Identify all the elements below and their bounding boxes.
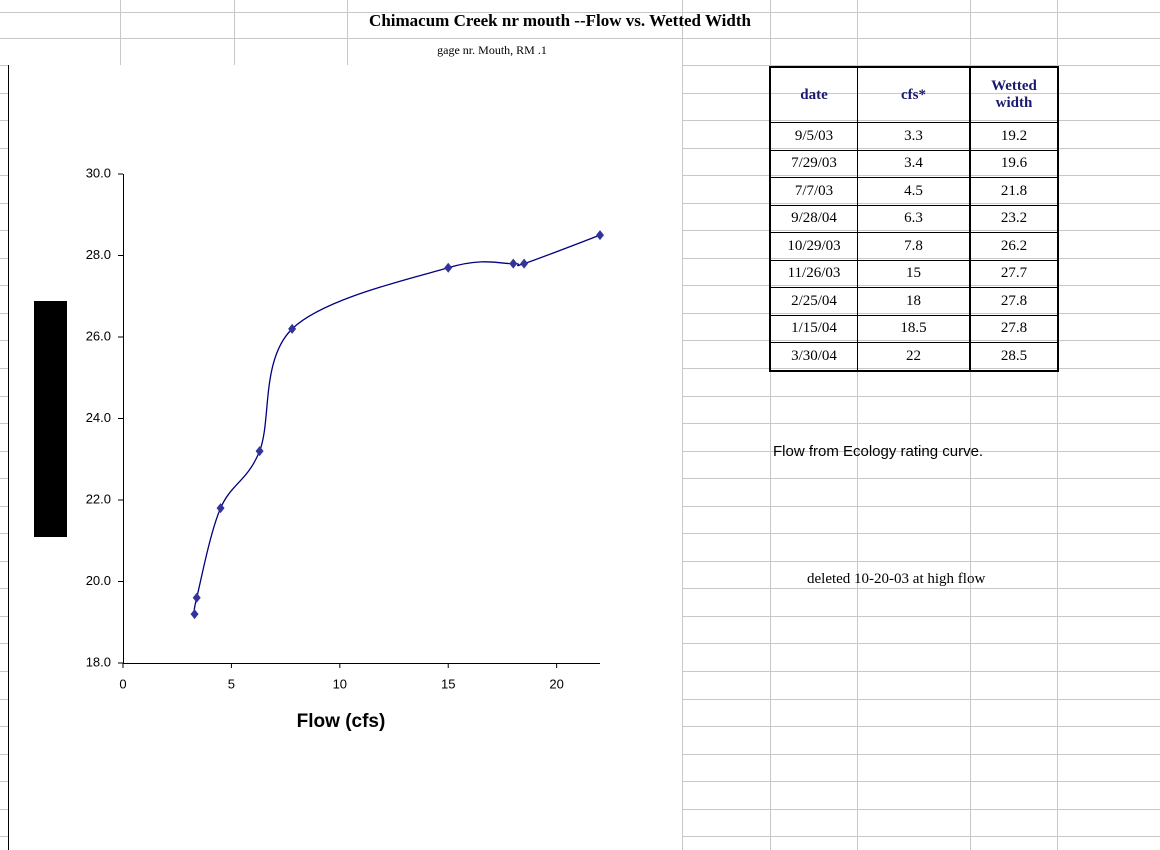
marker	[216, 503, 225, 514]
table-cell: 27.8	[969, 287, 1059, 316]
table-cell: 26.2	[969, 232, 1059, 261]
x-tick-label: 0	[119, 676, 126, 691]
table-cell: 9/5/03	[769, 122, 858, 151]
table-cell: 4.5	[857, 177, 971, 206]
sheet-title: Chimacum Creek nr mouth --Flow vs. Wette…	[369, 11, 751, 30]
chart-area	[8, 65, 682, 850]
note: Flow from Ecology rating curve.	[773, 443, 984, 460]
header-cell: date	[769, 66, 858, 123]
table-cell: 3/30/04	[769, 342, 858, 371]
y-tick-label: 30.0	[86, 165, 111, 180]
table-cell: 28.5	[969, 342, 1059, 371]
x-tick-label: 10	[333, 676, 347, 691]
note: deleted 10-20-03 at high flow	[807, 571, 986, 587]
table-cell: 21.8	[969, 177, 1059, 206]
table-cell: 10/29/03	[769, 232, 858, 261]
x-tick-label: 15	[441, 676, 455, 691]
header-cell: cfs*	[857, 66, 971, 123]
redacted-axis-label	[34, 301, 67, 537]
y-tick-label: 22.0	[86, 491, 111, 506]
table-cell: 18	[857, 287, 971, 316]
table-row: 9/5/03 3.3 19.2	[769, 122, 1059, 151]
table-row: 2/25/04 18 27.8	[769, 287, 1059, 316]
header-row: date cfs* Wetted width	[769, 66, 1059, 123]
y-tick-label: 18.0	[86, 654, 111, 669]
table-cell: 7/29/03	[769, 149, 858, 178]
marker	[444, 262, 453, 273]
data-table: date cfs* Wetted width 9/5/03 3.3 19.2 7/29/03…	[769, 66, 1059, 372]
y-tick-label: 28.0	[86, 247, 111, 262]
marker	[288, 323, 297, 334]
table-cell: 3.4	[857, 149, 971, 178]
x-tick-label: 5	[228, 676, 235, 691]
marker	[520, 258, 529, 269]
table-cell: 27.7	[969, 259, 1059, 288]
table-cell: 22	[857, 342, 971, 371]
table-row: 1/15/04 18.5 27.8	[769, 314, 1059, 343]
marker	[192, 592, 201, 603]
table-cell: 15	[857, 259, 971, 288]
table-row: 11/26/03 15 27.7	[769, 259, 1059, 288]
table-cell: 3.3	[857, 122, 971, 151]
marker	[509, 258, 518, 269]
x-tick-label: 20	[549, 676, 563, 691]
x-axis-label: Flow (cfs)	[297, 711, 386, 732]
marker	[255, 446, 264, 457]
table-cell: 1/15/04	[769, 314, 858, 343]
table-cell: 19.2	[969, 122, 1059, 151]
table-cell: 7/7/03	[769, 177, 858, 206]
marker	[596, 230, 604, 241]
table-cell: 23.2	[969, 204, 1059, 233]
y-tick-label: 20.0	[86, 573, 111, 588]
table-row: 9/28/04 6.3 23.2	[769, 204, 1059, 233]
marker	[190, 609, 199, 620]
table-cell: 6.3	[857, 204, 971, 233]
table-cell: 19.6	[969, 149, 1059, 178]
table-cell: 9/28/04	[769, 204, 858, 233]
table-cell: 27.8	[969, 314, 1059, 343]
table-cell: 18.5	[857, 314, 971, 343]
table-cell: 11/26/03	[769, 259, 858, 288]
y-tick-label: 26.0	[86, 328, 111, 343]
y-tick-label: 24.0	[86, 410, 111, 425]
table-row: 3/30/04 22 28.5	[769, 342, 1059, 371]
table-row: 7/7/03 4.5 21.8	[769, 177, 1059, 206]
header-cell: Wetted width	[969, 66, 1059, 123]
table-cell: 7.8	[857, 232, 971, 261]
sheet-subtitle: gage nr. Mouth, RM .1	[437, 43, 547, 57]
table-cell: 2/25/04	[769, 287, 858, 316]
table-row: 7/29/03 3.4 19.6	[769, 149, 1059, 178]
table-row: 10/29/03 7.8 26.2	[769, 232, 1059, 261]
